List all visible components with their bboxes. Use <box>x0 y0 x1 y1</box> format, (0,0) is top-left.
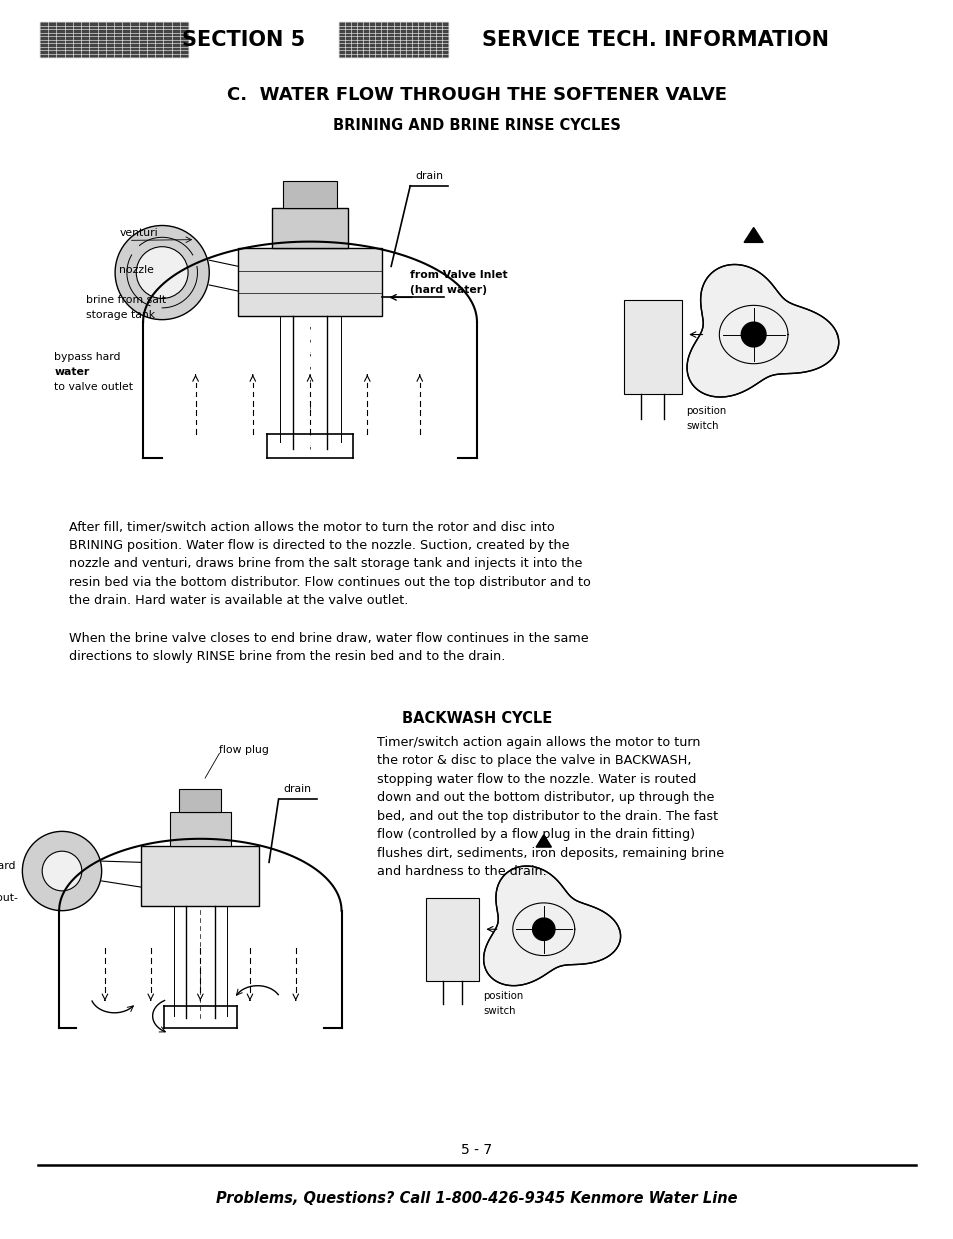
Text: from Valve Inlet: from Valve Inlet <box>410 270 507 280</box>
Bar <box>338 22 448 57</box>
Text: bypass hard: bypass hard <box>54 352 121 362</box>
Bar <box>623 300 680 394</box>
Text: switch: switch <box>483 1006 516 1016</box>
Text: to valve outlet: to valve outlet <box>54 382 133 392</box>
Polygon shape <box>686 264 838 396</box>
Circle shape <box>22 831 102 911</box>
Polygon shape <box>483 866 620 986</box>
Polygon shape <box>536 835 551 847</box>
Text: to valve out-: to valve out- <box>0 893 18 903</box>
Text: position: position <box>483 991 523 1001</box>
Bar <box>170 812 231 846</box>
Text: (hard water): (hard water) <box>410 285 487 295</box>
Bar <box>40 22 188 57</box>
Text: storage tank: storage tank <box>86 310 154 320</box>
Bar <box>179 789 221 812</box>
Text: drain: drain <box>415 171 442 181</box>
Text: switch: switch <box>685 421 718 431</box>
Text: nozzle: nozzle <box>119 265 154 275</box>
Text: water: water <box>54 367 90 377</box>
Polygon shape <box>532 918 555 940</box>
Text: BACKWASH CYCLE: BACKWASH CYCLE <box>401 711 552 726</box>
Text: BRINING AND BRINE RINSE CYCLES: BRINING AND BRINE RINSE CYCLES <box>333 118 620 133</box>
Bar <box>283 181 336 208</box>
Text: C.  WATER FLOW THROUGH THE SOFTENER VALVE: C. WATER FLOW THROUGH THE SOFTENER VALVE <box>227 87 726 104</box>
Text: drain: drain <box>283 784 311 794</box>
Polygon shape <box>743 228 762 243</box>
Circle shape <box>136 247 188 299</box>
Bar <box>426 898 478 981</box>
Text: position: position <box>685 406 726 416</box>
Text: SERVICE TECH. INFORMATION: SERVICE TECH. INFORMATION <box>481 30 828 50</box>
Circle shape <box>42 851 82 891</box>
Text: SECTION 5: SECTION 5 <box>181 30 305 50</box>
Bar <box>141 846 259 906</box>
Text: brine from salt: brine from salt <box>86 295 166 305</box>
Text: 5 - 7: 5 - 7 <box>461 1142 492 1157</box>
Text: Problems, Questions? Call 1-800-426-9345 Kenmore Water Line: Problems, Questions? Call 1-800-426-9345… <box>216 1191 737 1206</box>
Text: flow plug: flow plug <box>219 745 269 755</box>
Bar <box>238 248 381 316</box>
Text: venturi: venturi <box>119 228 157 238</box>
Polygon shape <box>740 322 765 347</box>
Text: Timer/switch action again allows the motor to turn
the rotor & disc to place the: Timer/switch action again allows the mot… <box>376 736 723 878</box>
Text: bypass hard: bypass hard <box>0 861 16 871</box>
Text: When the brine valve closes to end brine draw, water flow continues in the same
: When the brine valve closes to end brine… <box>69 632 588 663</box>
Text: After fill, timer/switch action allows the motor to turn the rotor and disc into: After fill, timer/switch action allows t… <box>69 520 590 607</box>
Circle shape <box>115 225 209 320</box>
Bar <box>272 208 348 248</box>
